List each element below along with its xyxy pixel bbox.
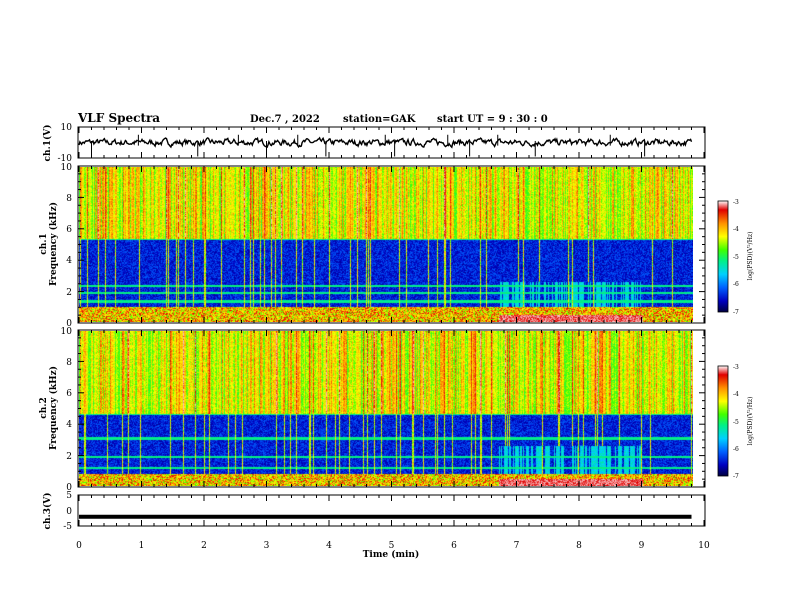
ch1-ytick-10: 10 xyxy=(61,163,73,173)
ch2-cbar-tick-m6: -6 xyxy=(733,446,739,453)
ch1-colorbar: -3 -4 -5 -6 -7 log(PSD)(V²/Hz) xyxy=(717,199,754,316)
time-tick-label: 7 xyxy=(514,541,520,551)
figure-title: VLF Spectra xyxy=(77,111,160,125)
ch2-ytick-10: 10 xyxy=(61,327,73,337)
start-time-label: start UT = 9 : 30 : 0 xyxy=(437,114,548,125)
ch3-ytick-bottom: -5 xyxy=(63,522,72,532)
ch2-colorbar: -3 -4 -5 -6 -7 log(PSD)(V²/Hz) xyxy=(717,364,754,480)
time-tick-label: 8 xyxy=(576,541,582,551)
ch1-colorbar-scale xyxy=(717,200,729,313)
ch2-cbar-tick-m7: -7 xyxy=(733,473,739,480)
ch1-ytick-4: 4 xyxy=(66,256,72,266)
time-tick-label: 6 xyxy=(451,541,457,551)
time-tick-label: 9 xyxy=(639,541,645,551)
ch2-ylabel-frequency: Frequency (kHz) xyxy=(48,366,59,450)
axis-ticks xyxy=(78,127,705,526)
ch1-ytick-0: 0 xyxy=(66,319,72,329)
ch1-ylabel-channel: ch.1 xyxy=(39,233,49,254)
ch1-cbar-tick-m5: -5 xyxy=(733,254,739,261)
ch2-cbar-tick-m3: -3 xyxy=(733,364,739,371)
ch1-ylabel-frequency: Frequency (kHz) xyxy=(48,202,59,286)
time-tick-label: 1 xyxy=(139,541,145,551)
ch1-cbar-tick-m4: -4 xyxy=(733,226,739,233)
ch2-ytick-0: 0 xyxy=(66,483,72,493)
ch2-colorbar-label: log(PSD)(V²/Hz) xyxy=(747,397,754,446)
ch1-ytick-6: 6 xyxy=(66,225,72,235)
time-axis-tick-labels: 0 1 2 3 4 5 6 7 8 9 10 xyxy=(76,541,710,551)
ch2-cbar-tick-m5: -5 xyxy=(733,419,739,426)
date-label: Dec.7 , 2022 xyxy=(250,114,320,125)
ch1-ytick-bottom: -10 xyxy=(58,154,73,164)
ch1-ylabel: ch.1(V) xyxy=(42,125,53,162)
ch2-ytick-2: 2 xyxy=(66,452,72,462)
ch1-ytick-top: 10 xyxy=(61,123,73,133)
ch1-cbar-tick-m7: -7 xyxy=(733,309,739,316)
ch3-ylabel: ch.3(V) xyxy=(42,493,53,530)
ch2-spectrogram-heatmap xyxy=(79,331,693,486)
ch3-waveform-panel: 5 0 -5 ch.3(V) 0 1 2 3 4 5 6 7 8 9 10 Time (min) xyxy=(42,491,710,560)
ch2-ytick-4: 4 xyxy=(66,420,72,430)
ch3-ytick-mid: 0 xyxy=(66,507,72,517)
ch2-ytick-6: 6 xyxy=(66,389,72,399)
ch1-spectrogram-heatmap xyxy=(79,167,693,322)
time-tick-label: 5 xyxy=(389,541,395,551)
ch2-spectrogram-panel: 0 2 4 6 8 10 ch.2 Frequency (kHz) xyxy=(39,327,706,493)
ch1-spectrogram-panel: 0 2 4 6 8 10 ch.1 Frequency (kHz) xyxy=(39,163,706,329)
time-tick-label: 0 xyxy=(76,541,82,551)
ch3-ytick-top: 5 xyxy=(66,491,72,501)
ch1-ytick-2: 2 xyxy=(66,288,72,298)
ch1-ytick-8: 8 xyxy=(66,194,72,204)
ch2-ylabel-channel: ch.2 xyxy=(39,397,49,418)
ch1-cbar-tick-m3: -3 xyxy=(733,199,739,206)
ch2-ytick-8: 8 xyxy=(66,358,72,368)
ch1-spikes xyxy=(91,134,646,157)
time-tick-label: 10 xyxy=(698,541,710,551)
ch1-cbar-tick-m6: -6 xyxy=(733,281,739,288)
time-tick-label: 4 xyxy=(326,541,332,551)
time-axis-label: Time (min) xyxy=(363,549,420,560)
ch2-cbar-tick-m4: -4 xyxy=(733,391,739,398)
time-tick-label: 3 xyxy=(264,541,270,551)
ch2-colorbar-scale xyxy=(717,365,729,477)
station-label: station=GAK xyxy=(343,114,416,125)
ch1-colorbar-label: log(PSD)(V²/Hz) xyxy=(747,232,754,281)
time-tick-label: 2 xyxy=(201,541,207,551)
